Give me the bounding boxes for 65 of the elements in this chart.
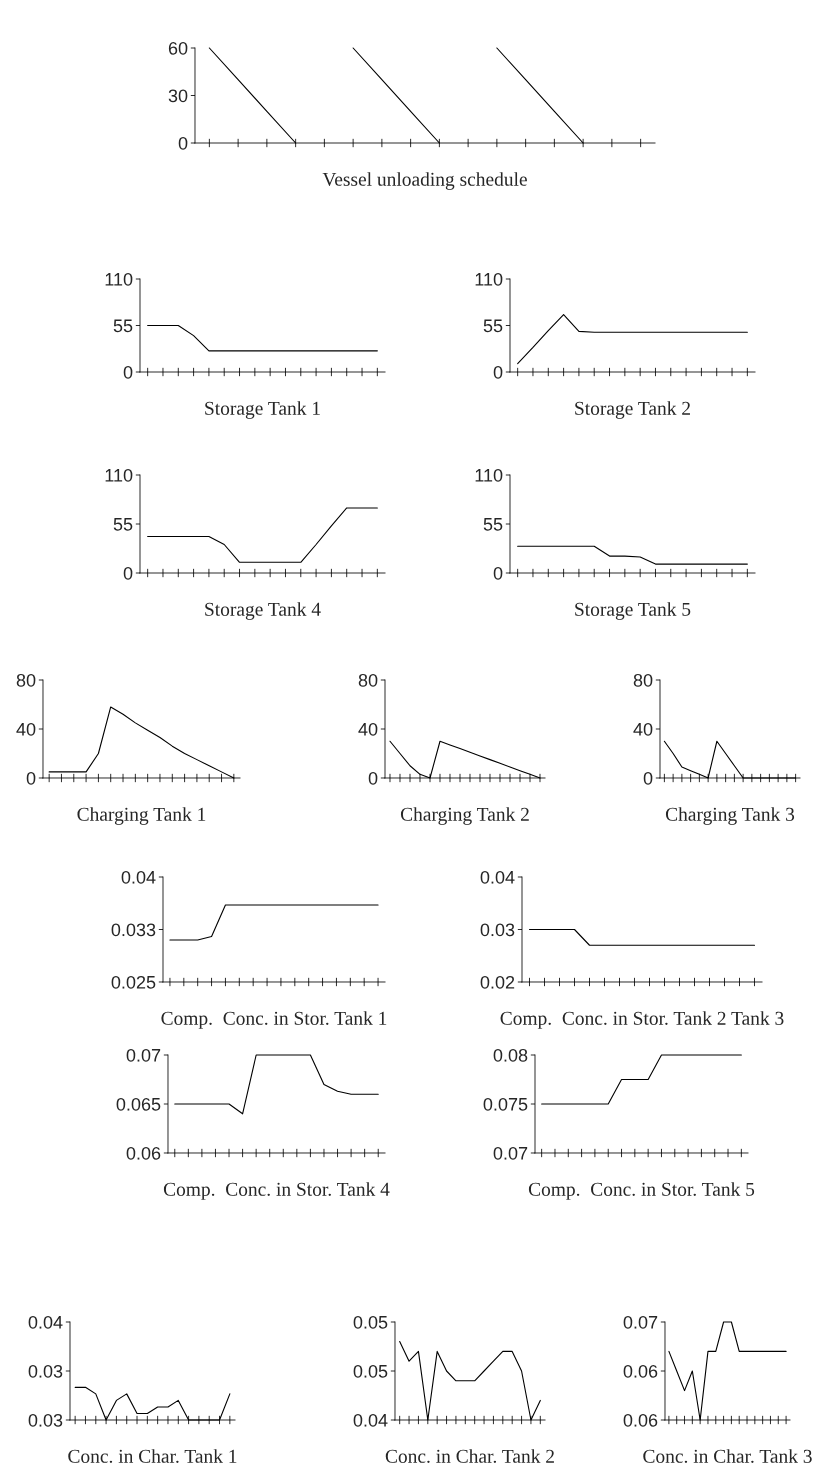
x-axis-title: Storage Tank 4 xyxy=(205,602,321,620)
x-axis-title: Comp. Conc. in Stor. Tank 4 xyxy=(163,1182,390,1200)
y-tick-label: 0.075 xyxy=(483,1097,528,1111)
y-tick-label: 0 xyxy=(493,365,503,379)
x-axis-title: Conc. in Char. Tank 3 xyxy=(643,1449,812,1463)
x-axis-title: Comp. Conc. in Stor. Tank 5 xyxy=(528,1182,755,1200)
x-axis-title: Comp. Conc. in Stor. Tank 2 Tank 3 xyxy=(500,1011,784,1029)
y-tick-label: 0 xyxy=(178,136,188,150)
y-tick-label: 0 xyxy=(123,365,133,379)
y-tick-label: 55 xyxy=(483,518,503,531)
y-tick-label: 0 xyxy=(493,566,503,580)
y-tick-label: 0.07 xyxy=(623,1315,658,1329)
y-tick-label: 0.05 xyxy=(353,1364,388,1378)
x-axis-title: Comp. Conc. in Stor. Tank 1 xyxy=(161,1011,387,1029)
y-tick-label: 0.03 xyxy=(28,1413,63,1427)
y-tick-label: 110 xyxy=(105,468,133,482)
y-tick-label: 30 xyxy=(168,89,188,103)
y-tick-label: 0.065 xyxy=(116,1097,161,1111)
line-series xyxy=(147,507,378,563)
y-tick-label: 0.04 xyxy=(121,870,156,884)
y-tick-label: 0.025 xyxy=(111,975,156,989)
y-tick-label: 0.02 xyxy=(480,975,515,989)
y-tick-label: 0.03 xyxy=(480,923,515,937)
y-tick-label: 55 xyxy=(113,518,133,531)
y-tick-label: 110 xyxy=(475,272,503,286)
x-axis-title: Charging Tank 3 xyxy=(665,807,795,825)
y-tick-label: 40 xyxy=(16,722,36,736)
y-tick-label: 0.03 xyxy=(28,1364,63,1378)
y-tick-label: 0.04 xyxy=(28,1315,63,1329)
y-tick-label: 0.07 xyxy=(126,1048,161,1062)
line-series xyxy=(517,545,748,565)
y-tick-label: 80 xyxy=(16,673,36,687)
x-axis-title: Vessel unloading schedule xyxy=(322,172,527,190)
x-axis-title: Storage Tank 2 xyxy=(575,401,690,419)
y-tick-label: 0 xyxy=(368,771,378,785)
y-tick-label: 0.06 xyxy=(623,1364,658,1378)
y-tick-label: 0.033 xyxy=(111,923,156,937)
y-tick-label: 110 xyxy=(105,272,133,286)
y-tick-label: 0.06 xyxy=(623,1413,658,1427)
x-axis-title: Conc. in Char. Tank 2 xyxy=(385,1449,554,1463)
line-series xyxy=(517,313,748,365)
y-tick-label: 0.04 xyxy=(480,870,515,884)
y-tick-label: 0.06 xyxy=(126,1146,161,1160)
y-tick-label: 80 xyxy=(358,673,378,687)
x-axis-title: Storage Tank 1 xyxy=(205,401,320,419)
y-tick-label: 0.08 xyxy=(493,1048,528,1062)
y-tick-label: 40 xyxy=(633,722,653,736)
y-tick-label: 110 xyxy=(475,468,503,482)
y-tick-label: 0.04 xyxy=(353,1413,388,1427)
y-tick-label: 40 xyxy=(358,722,378,736)
y-tick-label: 0 xyxy=(26,771,36,785)
line-series xyxy=(174,1054,379,1115)
line-series xyxy=(668,1321,787,1421)
y-tick-label: 60 xyxy=(168,41,188,55)
y-tick-label: 0 xyxy=(123,566,133,580)
x-axis-title: Storage Tank 5 xyxy=(575,602,691,620)
x-axis-title: Charging Tank 1 xyxy=(77,807,206,825)
y-tick-label: 55 xyxy=(483,319,503,333)
x-axis-title: Conc. in Char. Tank 1 xyxy=(68,1449,237,1463)
y-tick-label: 80 xyxy=(633,673,653,687)
y-tick-label: 55 xyxy=(113,319,133,333)
y-tick-label: 0 xyxy=(643,771,653,785)
y-tick-label: 0.07 xyxy=(493,1146,528,1160)
y-tick-label: 0.05 xyxy=(353,1315,388,1329)
x-axis-title: Charging Tank 2 xyxy=(400,807,529,825)
